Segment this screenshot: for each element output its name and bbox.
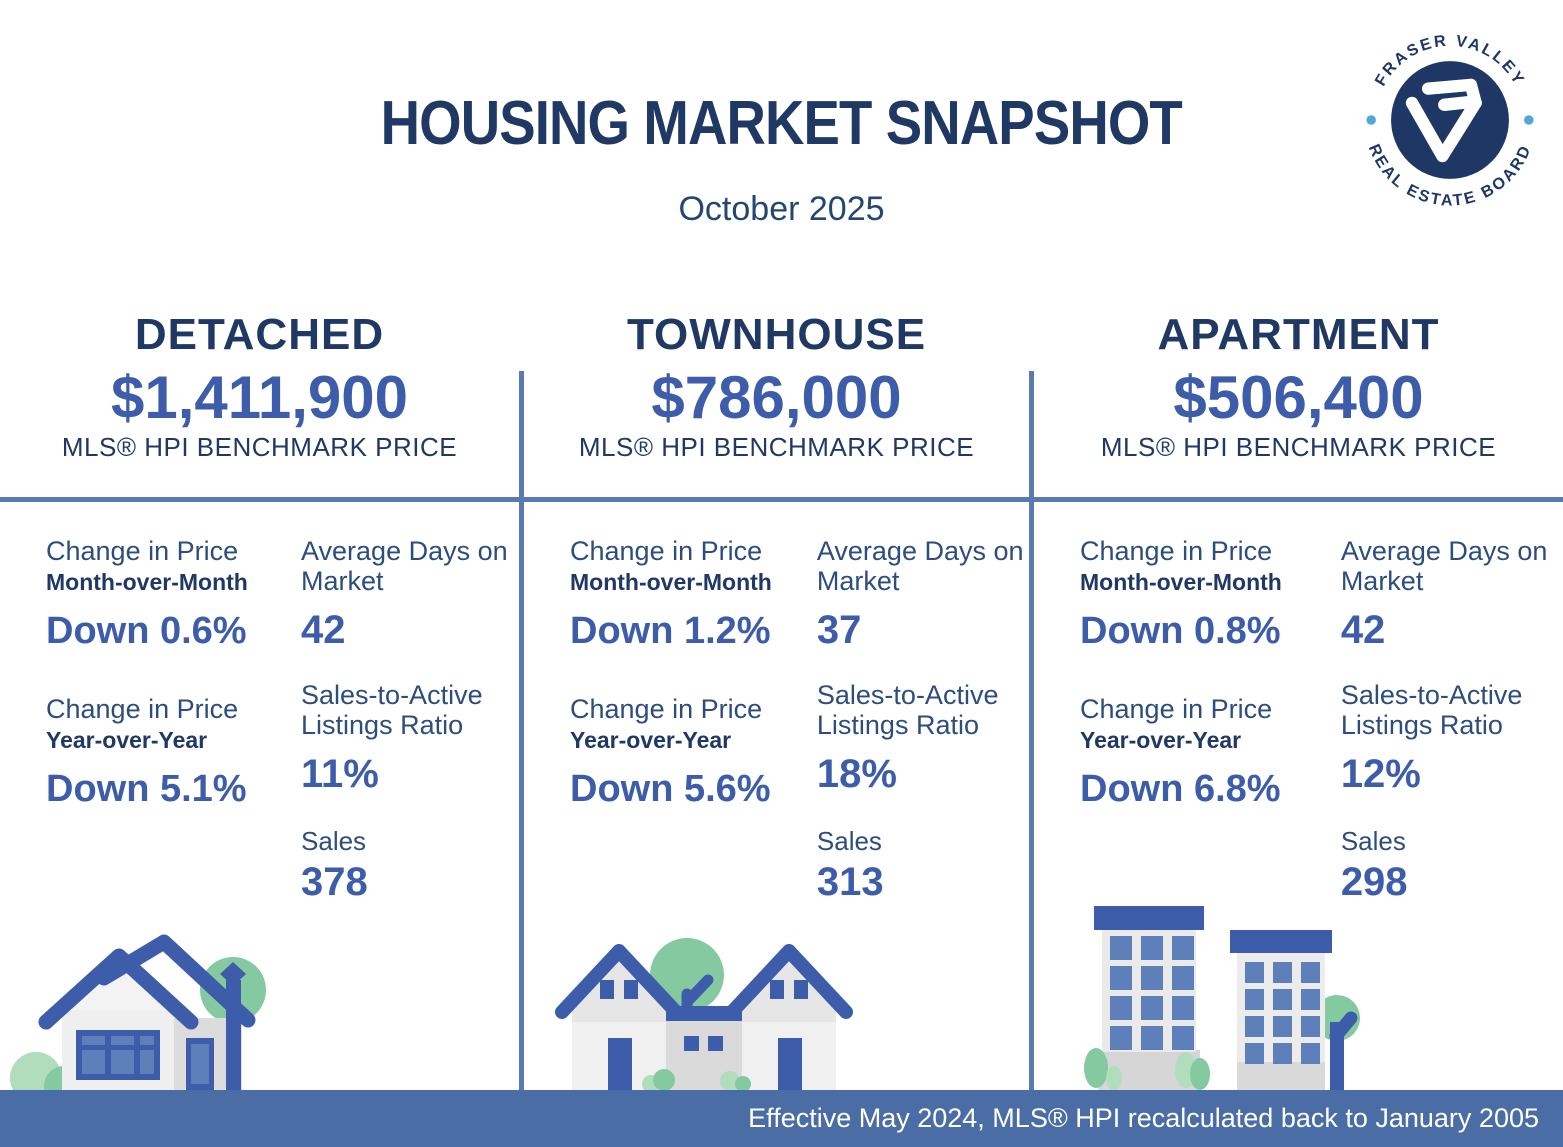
apartment-stats-panel: Change in Price Month-over-Month Down 0.… xyxy=(1034,503,1563,1090)
townhouse-title: TOWNHOUSE xyxy=(626,310,927,359)
apartment-yoy-stat: Change in Price Year-over-Year Down 6.8% xyxy=(1080,694,1332,811)
stat-value: Down 5.1% xyxy=(46,767,247,810)
townhouse-header: TOWNHOUSE $786,000 MLS® HPI BENCHMARK PR… xyxy=(524,310,1029,463)
horizontal-divider xyxy=(0,497,1563,502)
bush-icon xyxy=(653,1069,675,1090)
stat-value: 298 xyxy=(1340,859,1408,904)
stat-sublabel: Year-over-Year xyxy=(46,726,208,753)
stat-value: 18% xyxy=(816,752,897,797)
fv-monogram-icon xyxy=(1405,78,1482,163)
stat-label: Sales-to-Active Listings Ratio xyxy=(1340,680,1523,740)
apartment-buildings-illustration xyxy=(1084,906,1360,1090)
report-month: October 2025 xyxy=(678,190,885,228)
fvreb-logo-icon: FRASER VALLEY REAL ESTATE BOARD xyxy=(1365,32,1534,210)
stat-value: Down 6.8% xyxy=(1080,767,1281,810)
stat-value: Down 0.6% xyxy=(46,609,247,652)
fvreb-logo: FRASER VALLEY REAL ESTATE BOARD xyxy=(1336,6,1563,234)
detached-benchmark-label: MLS® HPI BENCHMARK PRICE xyxy=(61,432,458,462)
stat-value: 37 xyxy=(816,608,862,653)
vertical-divider-right xyxy=(1029,371,1034,1090)
bush-icon xyxy=(735,1076,751,1090)
townhouse-mom-stat: Change in Price Month-over-Month Down 1.… xyxy=(570,536,822,653)
apartment-header: APARTMENT $506,400 MLS® HPI BENCHMARK PR… xyxy=(1034,310,1563,463)
stat-label: Average Days on Market xyxy=(816,536,1024,596)
building-icon xyxy=(1230,930,1332,1090)
bush-icon xyxy=(1106,1066,1122,1090)
townhouse-benchmark-price: $786,000 xyxy=(651,364,902,431)
detached-yoy-stat: Change in Price Year-over-Year Down 5.1% xyxy=(46,694,298,811)
stat-label: Change in Price xyxy=(570,694,763,724)
stat-label: Change in Price xyxy=(570,536,763,566)
stat-label: Sales-to-Active Listings Ratio xyxy=(301,680,483,740)
apartment-title: APARTMENT xyxy=(1157,310,1440,359)
detached-mom-stat: Change in Price Month-over-Month Down 0.… xyxy=(46,536,298,653)
stat-value: Down 0.8% xyxy=(1080,609,1281,652)
detached-sales-stat: Sales 378 xyxy=(301,827,513,905)
detached-ratio-stat: Sales-to-Active Listings Ratio 11% xyxy=(301,680,513,797)
stat-label: Sales xyxy=(301,826,367,856)
townhouse-benchmark-label: MLS® HPI BENCHMARK PRICE xyxy=(578,432,975,462)
stat-label: Change in Price xyxy=(46,536,239,566)
stat-label: Change in Price xyxy=(1080,694,1273,724)
bush-icon xyxy=(1084,1048,1108,1088)
stat-label: Average Days on Market xyxy=(1340,536,1548,596)
detached-days-stat: Average Days on Market 42 xyxy=(301,536,513,653)
apartment-ratio-stat: Sales-to-Active Listings Ratio 12% xyxy=(1340,680,1553,797)
stat-value: Down 1.2% xyxy=(570,609,771,652)
stat-value: 42 xyxy=(1340,608,1386,653)
stat-label: Change in Price xyxy=(46,694,239,724)
detached-title: DETACHED xyxy=(134,310,385,359)
stat-value: 11% xyxy=(301,752,379,797)
apartment-sales-stat: Sales 298 xyxy=(1341,827,1553,905)
footer-banner: Effective May 2024, MLS® HPI recalculate… xyxy=(0,1090,1563,1147)
footer-note: Effective May 2024, MLS® HPI recalculate… xyxy=(748,1103,1539,1133)
townhouse-yoy-stat: Change in Price Year-over-Year Down 5.6% xyxy=(570,694,822,811)
page-title-text: HOUSING MARKET SNAPSHOT xyxy=(380,89,1183,158)
townhouse-sales-stat: Sales 313 xyxy=(817,827,1029,905)
stat-sublabel: Month-over-Month xyxy=(46,568,248,595)
bush-icon xyxy=(1190,1058,1210,1090)
stat-label: Sales xyxy=(1340,826,1406,856)
detached-header: DETACHED $1,411,900 MLS® HPI BENCHMARK P… xyxy=(0,310,519,463)
stat-label: Average Days on Market xyxy=(301,536,508,596)
logo-right-dot xyxy=(1524,115,1534,125)
tree-icon xyxy=(650,938,724,1012)
stat-value: 313 xyxy=(816,859,884,904)
townhouse-ratio-stat: Sales-to-Active Listings Ratio 18% xyxy=(816,680,1029,797)
apartment-benchmark-label: MLS® HPI BENCHMARK PRICE xyxy=(1100,432,1497,462)
apartment-days-stat: Average Days on Market 42 xyxy=(1340,536,1553,653)
page-title: HOUSING MARKET SNAPSHOT xyxy=(0,88,1563,159)
detached-house-illustration xyxy=(10,934,266,1090)
house-icon xyxy=(555,944,853,1090)
stat-label: Sales xyxy=(816,826,882,856)
townhouse-stats-panel: Change in Price Month-over-Month Down 1.… xyxy=(524,503,1029,1090)
detached-benchmark-price: $1,411,900 xyxy=(111,364,408,431)
stat-sublabel: Month-over-Month xyxy=(1080,568,1282,595)
townhouse-illustration xyxy=(555,938,853,1090)
apartment-mom-stat: Change in Price Month-over-Month Down 0.… xyxy=(1080,536,1332,653)
vertical-divider-left xyxy=(519,371,524,1090)
stat-sublabel: Month-over-Month xyxy=(570,568,772,595)
stat-value: 378 xyxy=(301,859,368,904)
bush-icon xyxy=(720,1071,740,1090)
stat-sublabel: Year-over-Year xyxy=(570,726,732,753)
townhouse-days-stat: Average Days on Market 37 xyxy=(816,536,1029,653)
apartment-benchmark-price: $506,400 xyxy=(1173,364,1424,431)
stat-label: Change in Price xyxy=(1080,536,1273,566)
detached-stats-panel: Change in Price Month-over-Month Down 0.… xyxy=(0,503,519,1090)
stat-value: 12% xyxy=(1340,752,1421,797)
logo-left-dot xyxy=(1366,115,1376,125)
logo-inner-circle xyxy=(1391,61,1509,179)
house-icon xyxy=(38,934,256,1090)
stat-value: 42 xyxy=(301,608,346,653)
stat-value: Down 5.6% xyxy=(570,767,771,810)
stat-sublabel: Year-over-Year xyxy=(1080,726,1242,753)
stat-label: Sales-to-Active Listings Ratio xyxy=(816,680,999,740)
